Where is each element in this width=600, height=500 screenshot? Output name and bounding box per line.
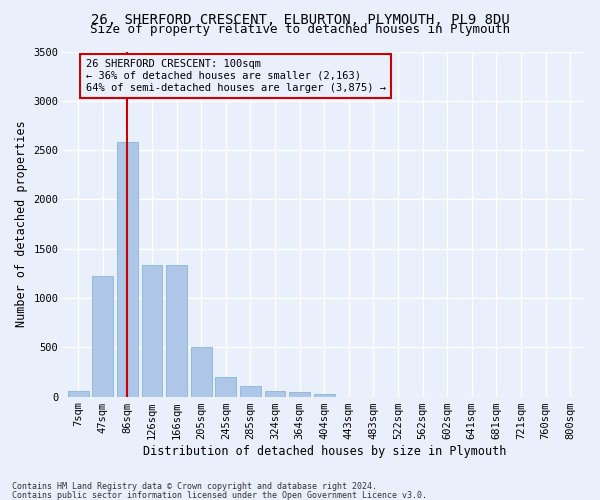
Bar bbox=[240, 386, 261, 396]
Bar bbox=[142, 265, 163, 396]
Text: Contains public sector information licensed under the Open Government Licence v3: Contains public sector information licen… bbox=[12, 490, 427, 500]
Bar bbox=[92, 276, 113, 396]
Bar bbox=[265, 391, 286, 396]
Y-axis label: Number of detached properties: Number of detached properties bbox=[15, 120, 28, 328]
Bar bbox=[191, 348, 212, 397]
Text: Size of property relative to detached houses in Plymouth: Size of property relative to detached ho… bbox=[90, 22, 510, 36]
Bar bbox=[215, 378, 236, 396]
Bar bbox=[68, 391, 89, 396]
Bar bbox=[117, 142, 138, 397]
Text: Contains HM Land Registry data © Crown copyright and database right 2024.: Contains HM Land Registry data © Crown c… bbox=[12, 482, 377, 491]
Bar bbox=[166, 265, 187, 396]
Bar bbox=[314, 394, 335, 396]
X-axis label: Distribution of detached houses by size in Plymouth: Distribution of detached houses by size … bbox=[143, 444, 506, 458]
Bar bbox=[289, 392, 310, 396]
Text: 26, SHERFORD CRESCENT, ELBURTON, PLYMOUTH, PL9 8DU: 26, SHERFORD CRESCENT, ELBURTON, PLYMOUT… bbox=[91, 12, 509, 26]
Text: 26 SHERFORD CRESCENT: 100sqm
← 36% of detached houses are smaller (2,163)
64% of: 26 SHERFORD CRESCENT: 100sqm ← 36% of de… bbox=[86, 60, 386, 92]
